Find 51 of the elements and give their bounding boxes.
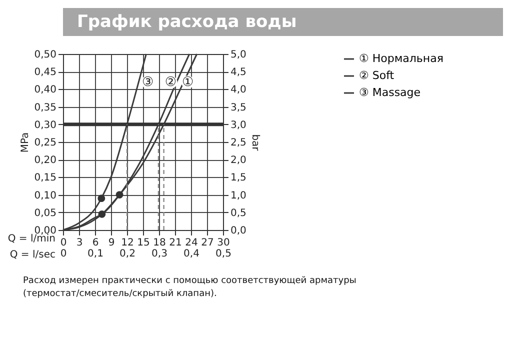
y-tick-label: 0,10 [34,190,56,202]
y-tick-label: 0,35 [34,102,56,114]
y2-tick-label: 4,0 [230,84,246,96]
y2-tick-label: 3,5 [230,102,246,114]
legend-label: ③ Massage [359,86,421,99]
text: Расход измерен практически с помощью соответствующей арматуры (термостат/смеситель/скрытый клапан). [23,276,356,299]
y-axis-title: MPa [20,132,32,153]
x2-tick-label: 0 [60,248,67,260]
annotation: ② [164,75,177,90]
annotation: ① [182,75,194,90]
x-tick-label: 15 [137,238,150,248]
y-tick-label: 0,20 [34,155,56,166]
y2-tick-label: 0,5 [230,208,246,219]
y2-tick-label: 4,5 [230,67,246,78]
x-tick-label: 6 [92,238,99,248]
y2-tick-label: 1,0 [230,190,246,202]
x-tick-label: 9 [108,238,115,248]
x-tick-label: 3 [76,238,83,248]
y2-tick-label: 1,5 [230,172,246,184]
y2-axis-title: bar [249,134,260,152]
y-tick-label: 0,50 [34,50,56,60]
x2-tick-label: 0,2 [120,248,136,260]
y-tick-label: 0,00 [34,226,56,236]
x-tick-label: 12 [121,238,134,248]
y2-tick-label: 2,0 [230,155,246,166]
y2-tick-label: 2,5 [230,138,246,148]
x2-tick-label: 0,5 [216,248,232,260]
chart-title: График расхода воды [77,12,297,32]
x2-axis-title: Q = l/sec [10,250,56,260]
y-tick-label: 0,15 [34,172,56,184]
y-tick-label: 0,45 [34,67,56,78]
annotation: ③ [142,75,154,90]
x-tick-label: 27 [201,238,214,248]
x-tick-label: 0 [60,238,67,248]
x-axis-title: Q = l/min [8,234,56,244]
x2-tick-label: 0,4 [184,248,200,260]
x-tick-label: 21 [169,238,182,248]
x2-tick-label: 0,1 [88,248,104,260]
x-tick-label: 30 [217,238,230,248]
legend-label: ② Soft [359,69,395,82]
y-tick-label: 0,40 [34,84,56,96]
x-tick-label: 18 [153,238,166,248]
x2-tick-label: 0,3 [152,248,168,260]
legend-label: ① Нормальная [359,52,444,65]
y2-tick-label: 0,0 [230,226,246,236]
x-tick-label: 24 [185,238,198,248]
y2-tick-label: 5,0 [230,50,246,60]
y-tick-label: 0,05 [34,208,56,219]
y2-tick-label: 3,0 [230,120,246,131]
y-tick-label: 0,30 [34,120,56,131]
y-tick-label: 0,25 [34,138,56,148]
